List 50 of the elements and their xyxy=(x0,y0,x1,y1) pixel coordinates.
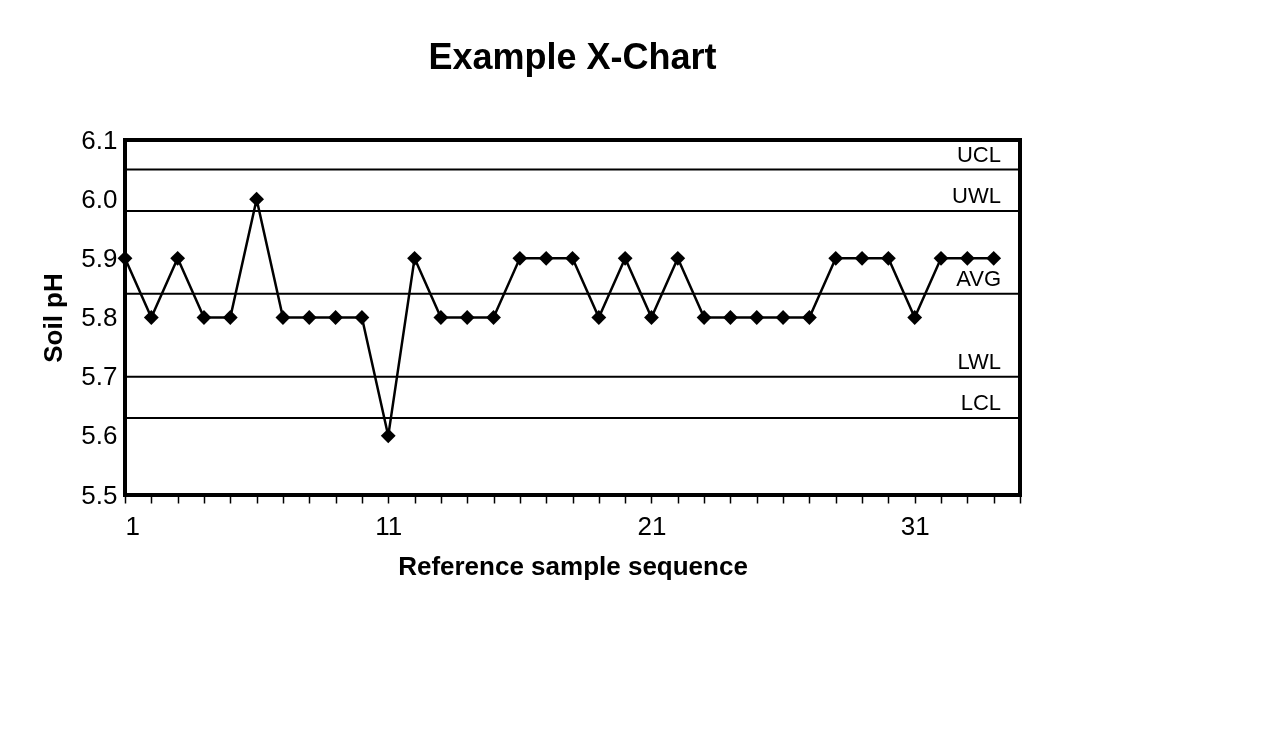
y-tick-label: 6.0 xyxy=(81,183,118,214)
point xyxy=(380,428,396,444)
point xyxy=(512,250,528,266)
point xyxy=(644,310,659,325)
y-tick-label: 5.9 xyxy=(81,242,118,273)
point xyxy=(933,250,949,266)
point xyxy=(565,250,580,266)
y-tick-label: 5.5 xyxy=(81,479,118,510)
point xyxy=(880,250,896,266)
point xyxy=(854,250,870,266)
x-tick-label: 1 xyxy=(125,510,140,541)
chart-title: Example X-Chart xyxy=(428,36,717,77)
y-tick-label: 5.6 xyxy=(81,420,118,451)
x-tick-label: 11 xyxy=(375,510,403,541)
point xyxy=(775,310,791,325)
point xyxy=(617,250,633,266)
point xyxy=(170,250,186,266)
ref-line-label: UWL xyxy=(952,183,1001,208)
y-axis-title: Soil pH xyxy=(38,273,69,363)
point xyxy=(328,310,343,325)
point xyxy=(354,310,370,325)
point xyxy=(959,250,975,266)
y-tick-label: 5.8 xyxy=(81,302,118,332)
point xyxy=(486,310,501,325)
point xyxy=(696,310,712,325)
x-tick-label: 21 xyxy=(637,510,667,541)
point xyxy=(459,310,475,325)
point xyxy=(301,310,317,325)
point xyxy=(538,250,554,266)
point xyxy=(749,310,765,325)
ref-line-label: UCL xyxy=(956,141,1001,167)
point xyxy=(433,310,449,325)
point xyxy=(670,250,686,266)
point xyxy=(222,310,238,325)
ref-line-label: LCL xyxy=(960,390,1001,416)
y-tick-label: 6.1 xyxy=(81,124,118,155)
point xyxy=(986,250,1002,266)
point xyxy=(591,310,607,325)
point xyxy=(802,310,817,325)
y-tick-label: 5.7 xyxy=(81,361,118,392)
ref-line-label: AVG xyxy=(956,265,1001,291)
point xyxy=(828,250,844,266)
ref-line-label: LWL xyxy=(957,348,1001,374)
x-tick-label: 31 xyxy=(900,510,930,541)
point xyxy=(907,310,923,325)
point xyxy=(143,310,159,325)
x-axis-title: Reference sample sequence xyxy=(398,550,748,581)
point xyxy=(723,310,738,325)
point xyxy=(407,250,422,266)
point xyxy=(249,191,265,207)
